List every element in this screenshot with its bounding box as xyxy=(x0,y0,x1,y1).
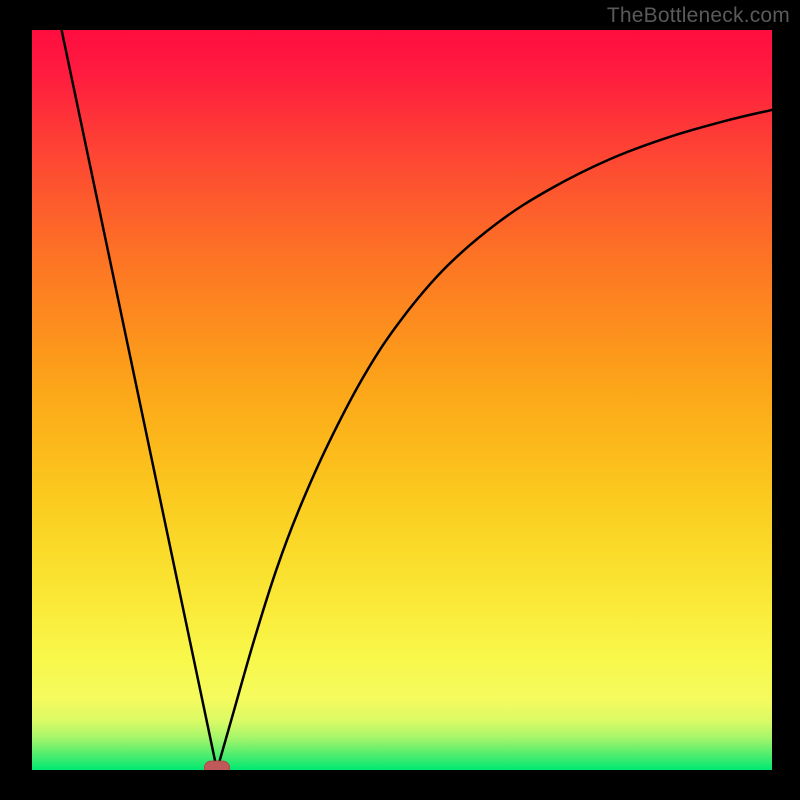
optimal-marker xyxy=(32,30,772,770)
chart-container: TheBottleneck.com xyxy=(0,0,800,800)
watermark-text: TheBottleneck.com xyxy=(607,4,790,28)
plot-area xyxy=(32,30,772,770)
